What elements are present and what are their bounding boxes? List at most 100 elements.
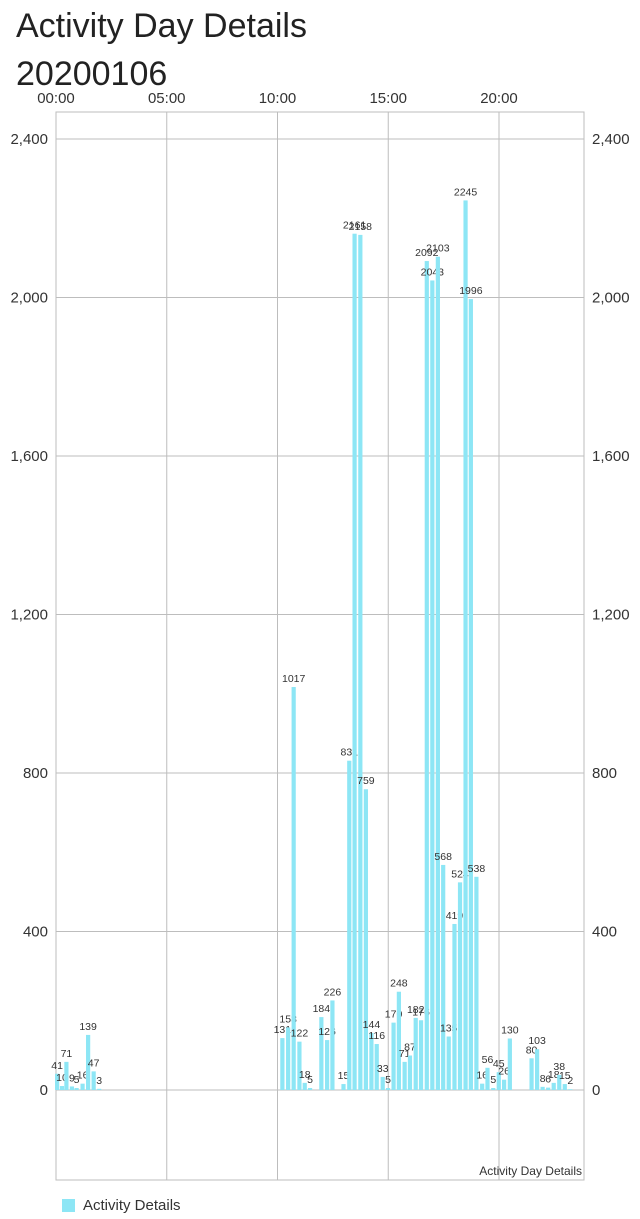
x-tick-label: 10:00 <box>259 90 297 107</box>
bar <box>325 1040 330 1090</box>
bar-value-label: 71 <box>61 1048 73 1060</box>
x-tick-label: 00:00 <box>37 90 75 107</box>
y-tick-label-right: 1,600 <box>592 448 630 465</box>
y-tick-label-left: 400 <box>23 924 48 941</box>
bar <box>330 1000 335 1090</box>
y-tick-label-left: 2,000 <box>10 290 48 307</box>
bar-value-label: 182 <box>407 1004 425 1016</box>
bar-value-label: 1996 <box>459 285 483 297</box>
bar <box>380 1076 385 1090</box>
bar <box>534 1049 540 1090</box>
bar <box>491 1088 496 1090</box>
bar <box>307 1088 313 1090</box>
bar-value-label: 10 <box>56 1072 68 1084</box>
bar-value-label: 16 <box>476 1070 488 1082</box>
legend-label: Activity Details <box>83 1196 181 1214</box>
bar-value-label: 18 <box>299 1069 311 1081</box>
bar-value-label: 47 <box>88 1057 100 1069</box>
bar-value-label: 144 <box>363 1019 381 1031</box>
bar <box>385 1088 391 1090</box>
x-tick-label: 15:00 <box>369 90 407 107</box>
bar-value-label: 6 <box>545 1074 551 1086</box>
bar <box>457 882 463 1090</box>
y-tick-label-right: 400 <box>592 924 617 941</box>
bar-value-label: 103 <box>528 1035 546 1047</box>
bar-value-label: 15 <box>559 1070 571 1082</box>
bar <box>80 1083 85 1090</box>
bar <box>319 1017 324 1090</box>
bar <box>97 1088 102 1090</box>
bar <box>551 1082 556 1090</box>
bar-value-label: 26 <box>498 1066 510 1078</box>
bar <box>69 1086 75 1090</box>
bar-value-label: 248 <box>390 978 408 990</box>
bar <box>568 1089 573 1090</box>
bar-value-label: 8 <box>540 1073 546 1085</box>
bar-value-label: 2158 <box>349 221 373 233</box>
bar <box>59 1086 65 1090</box>
bar-value-label: 538 <box>468 863 486 875</box>
bar-value-label: 18 <box>548 1069 560 1081</box>
bar <box>557 1074 562 1090</box>
y-tick-label-left: 1,200 <box>10 607 48 624</box>
bar-value-label: 226 <box>324 986 342 998</box>
bar <box>441 864 446 1090</box>
bar-value-label: 33 <box>377 1063 389 1075</box>
y-tick-label-left: 0 <box>40 1082 48 1099</box>
bar-value-label: 130 <box>501 1024 519 1036</box>
bar <box>374 1044 379 1090</box>
bar <box>352 233 357 1091</box>
bar <box>424 261 429 1090</box>
bar-value-label: 122 <box>291 1028 309 1040</box>
bar <box>435 256 440 1090</box>
bar-value-label: 2 <box>567 1075 573 1087</box>
bar <box>341 1084 346 1090</box>
bar-value-label: 2103 <box>426 243 450 255</box>
bar <box>358 234 363 1090</box>
bar-value-label: 5 <box>385 1074 391 1086</box>
y-tick-label-right: 1,200 <box>592 607 630 624</box>
bar <box>363 789 368 1090</box>
bar <box>291 687 296 1090</box>
bar <box>413 1017 418 1090</box>
y-tick-label-left: 1,600 <box>10 448 48 465</box>
y-tick-label-left: 2,400 <box>10 131 48 148</box>
chart-title-line-2: 20200106 <box>16 55 168 93</box>
bar-value-label: 5 <box>490 1074 496 1086</box>
bar <box>463 200 468 1090</box>
y-tick-label-left: 800 <box>23 765 48 782</box>
bar <box>407 1055 413 1090</box>
bar <box>540 1086 545 1090</box>
bar <box>468 299 473 1091</box>
chart-title: Activity Day Details 20200106 <box>16 2 307 98</box>
bar-value-label: 1017 <box>282 673 306 685</box>
bar <box>430 280 435 1090</box>
bar-value-label: 568 <box>434 851 452 863</box>
bar-value-label: 87 <box>404 1042 416 1054</box>
bar <box>91 1071 96 1090</box>
bar <box>286 1027 291 1090</box>
bar-value-label: 41 <box>51 1060 63 1072</box>
bar-value-label: 2043 <box>421 266 445 278</box>
bar <box>391 1022 396 1090</box>
bar-value-label: 116 <box>368 1030 385 1042</box>
y-tick-label-right: 2,000 <box>592 290 630 307</box>
bar-value-label: 2092 <box>415 247 439 259</box>
bar-value-label: 5 <box>74 1074 80 1086</box>
bar-value-label: 45 <box>493 1058 505 1070</box>
bar <box>74 1088 79 1090</box>
y-tick-label-right: 800 <box>592 765 617 782</box>
bar <box>64 1061 69 1090</box>
y-tick-label-right: 0 <box>592 1082 600 1099</box>
bar-value-label: 2161 <box>343 220 367 232</box>
bar-value-label: 71 <box>399 1048 411 1060</box>
bar <box>86 1034 91 1090</box>
bar-value-label: 80 <box>526 1044 538 1056</box>
bar-value-label: 759 <box>357 775 375 787</box>
bar <box>474 876 479 1090</box>
bar <box>302 1082 307 1090</box>
bar <box>507 1038 512 1090</box>
x-tick-label: 20:00 <box>480 90 518 107</box>
bar <box>452 923 457 1090</box>
